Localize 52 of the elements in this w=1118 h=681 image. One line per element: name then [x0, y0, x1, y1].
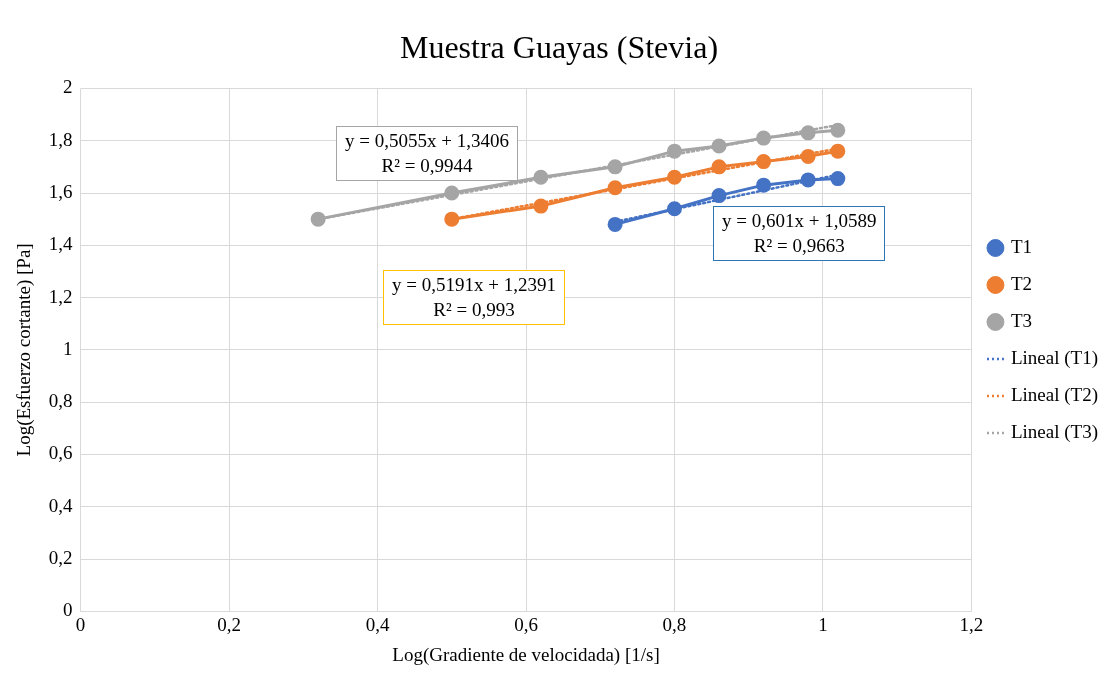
x-tick-label: 0,6	[514, 613, 538, 635]
point	[830, 122, 846, 138]
point	[830, 171, 846, 187]
y-tick-label: 0,8	[48, 390, 73, 412]
y-axis-title: Log(Esfuerzo cortante) [Pa]	[13, 243, 36, 457]
legend-label: Lineal (T3)	[1010, 420, 1099, 443]
chart-title: Muestra Guayas (Stevia)	[399, 28, 719, 65]
point	[711, 138, 727, 154]
point	[800, 172, 816, 188]
y-tick-label: 0,6	[48, 442, 73, 464]
point	[444, 185, 460, 201]
x-tick-label: 1	[818, 613, 828, 635]
point	[533, 169, 549, 185]
legend-label: Lineal (T1)	[1010, 346, 1099, 369]
x-tick-label: 0,8	[662, 613, 687, 635]
point	[666, 143, 682, 159]
y-tick-label: 0	[63, 599, 73, 621]
point	[830, 143, 846, 159]
x-axis-title: Log(Gradiente de velocidada) [1/s]	[392, 643, 660, 666]
point	[310, 211, 326, 227]
annotation: y = 0,5055x + 1,3406 R² = 0,9944	[336, 126, 518, 182]
y-tick-label: 1,8	[48, 128, 73, 150]
point	[756, 154, 772, 170]
point	[607, 216, 623, 232]
point	[800, 148, 816, 164]
point	[607, 159, 623, 175]
y-tick-label: 0,2	[48, 547, 73, 569]
legend-label: T1	[1010, 235, 1033, 257]
y-tick-label: 1	[63, 337, 73, 359]
point	[607, 180, 623, 196]
point	[711, 188, 727, 204]
point	[756, 177, 772, 193]
x-tick-label: 0,4	[365, 613, 390, 635]
point	[666, 169, 682, 185]
point	[533, 198, 549, 214]
y-tick-label: 1,6	[48, 180, 73, 202]
y-tick-label: 1,2	[48, 285, 73, 307]
annotation: y = 0,601x + 1,0589 R² = 0,9663	[713, 206, 886, 262]
legend-label: T3	[1010, 309, 1033, 331]
point	[800, 125, 816, 141]
point	[666, 201, 682, 217]
legend-label: Lineal (T2)	[1010, 383, 1099, 406]
y-tick-label: 1,4	[48, 233, 74, 255]
legend-label: T2	[1010, 272, 1033, 294]
x-tick-label: 0,2	[217, 613, 241, 635]
x-tick-label: 1,2	[959, 613, 984, 635]
point	[711, 159, 727, 175]
point	[444, 211, 460, 227]
y-tick-label: 0,4	[48, 494, 74, 516]
y-tick-label: 2	[63, 76, 73, 98]
point	[756, 130, 772, 146]
annotation: y = 0,5191x + 1,2391 R² = 0,993	[383, 270, 565, 326]
